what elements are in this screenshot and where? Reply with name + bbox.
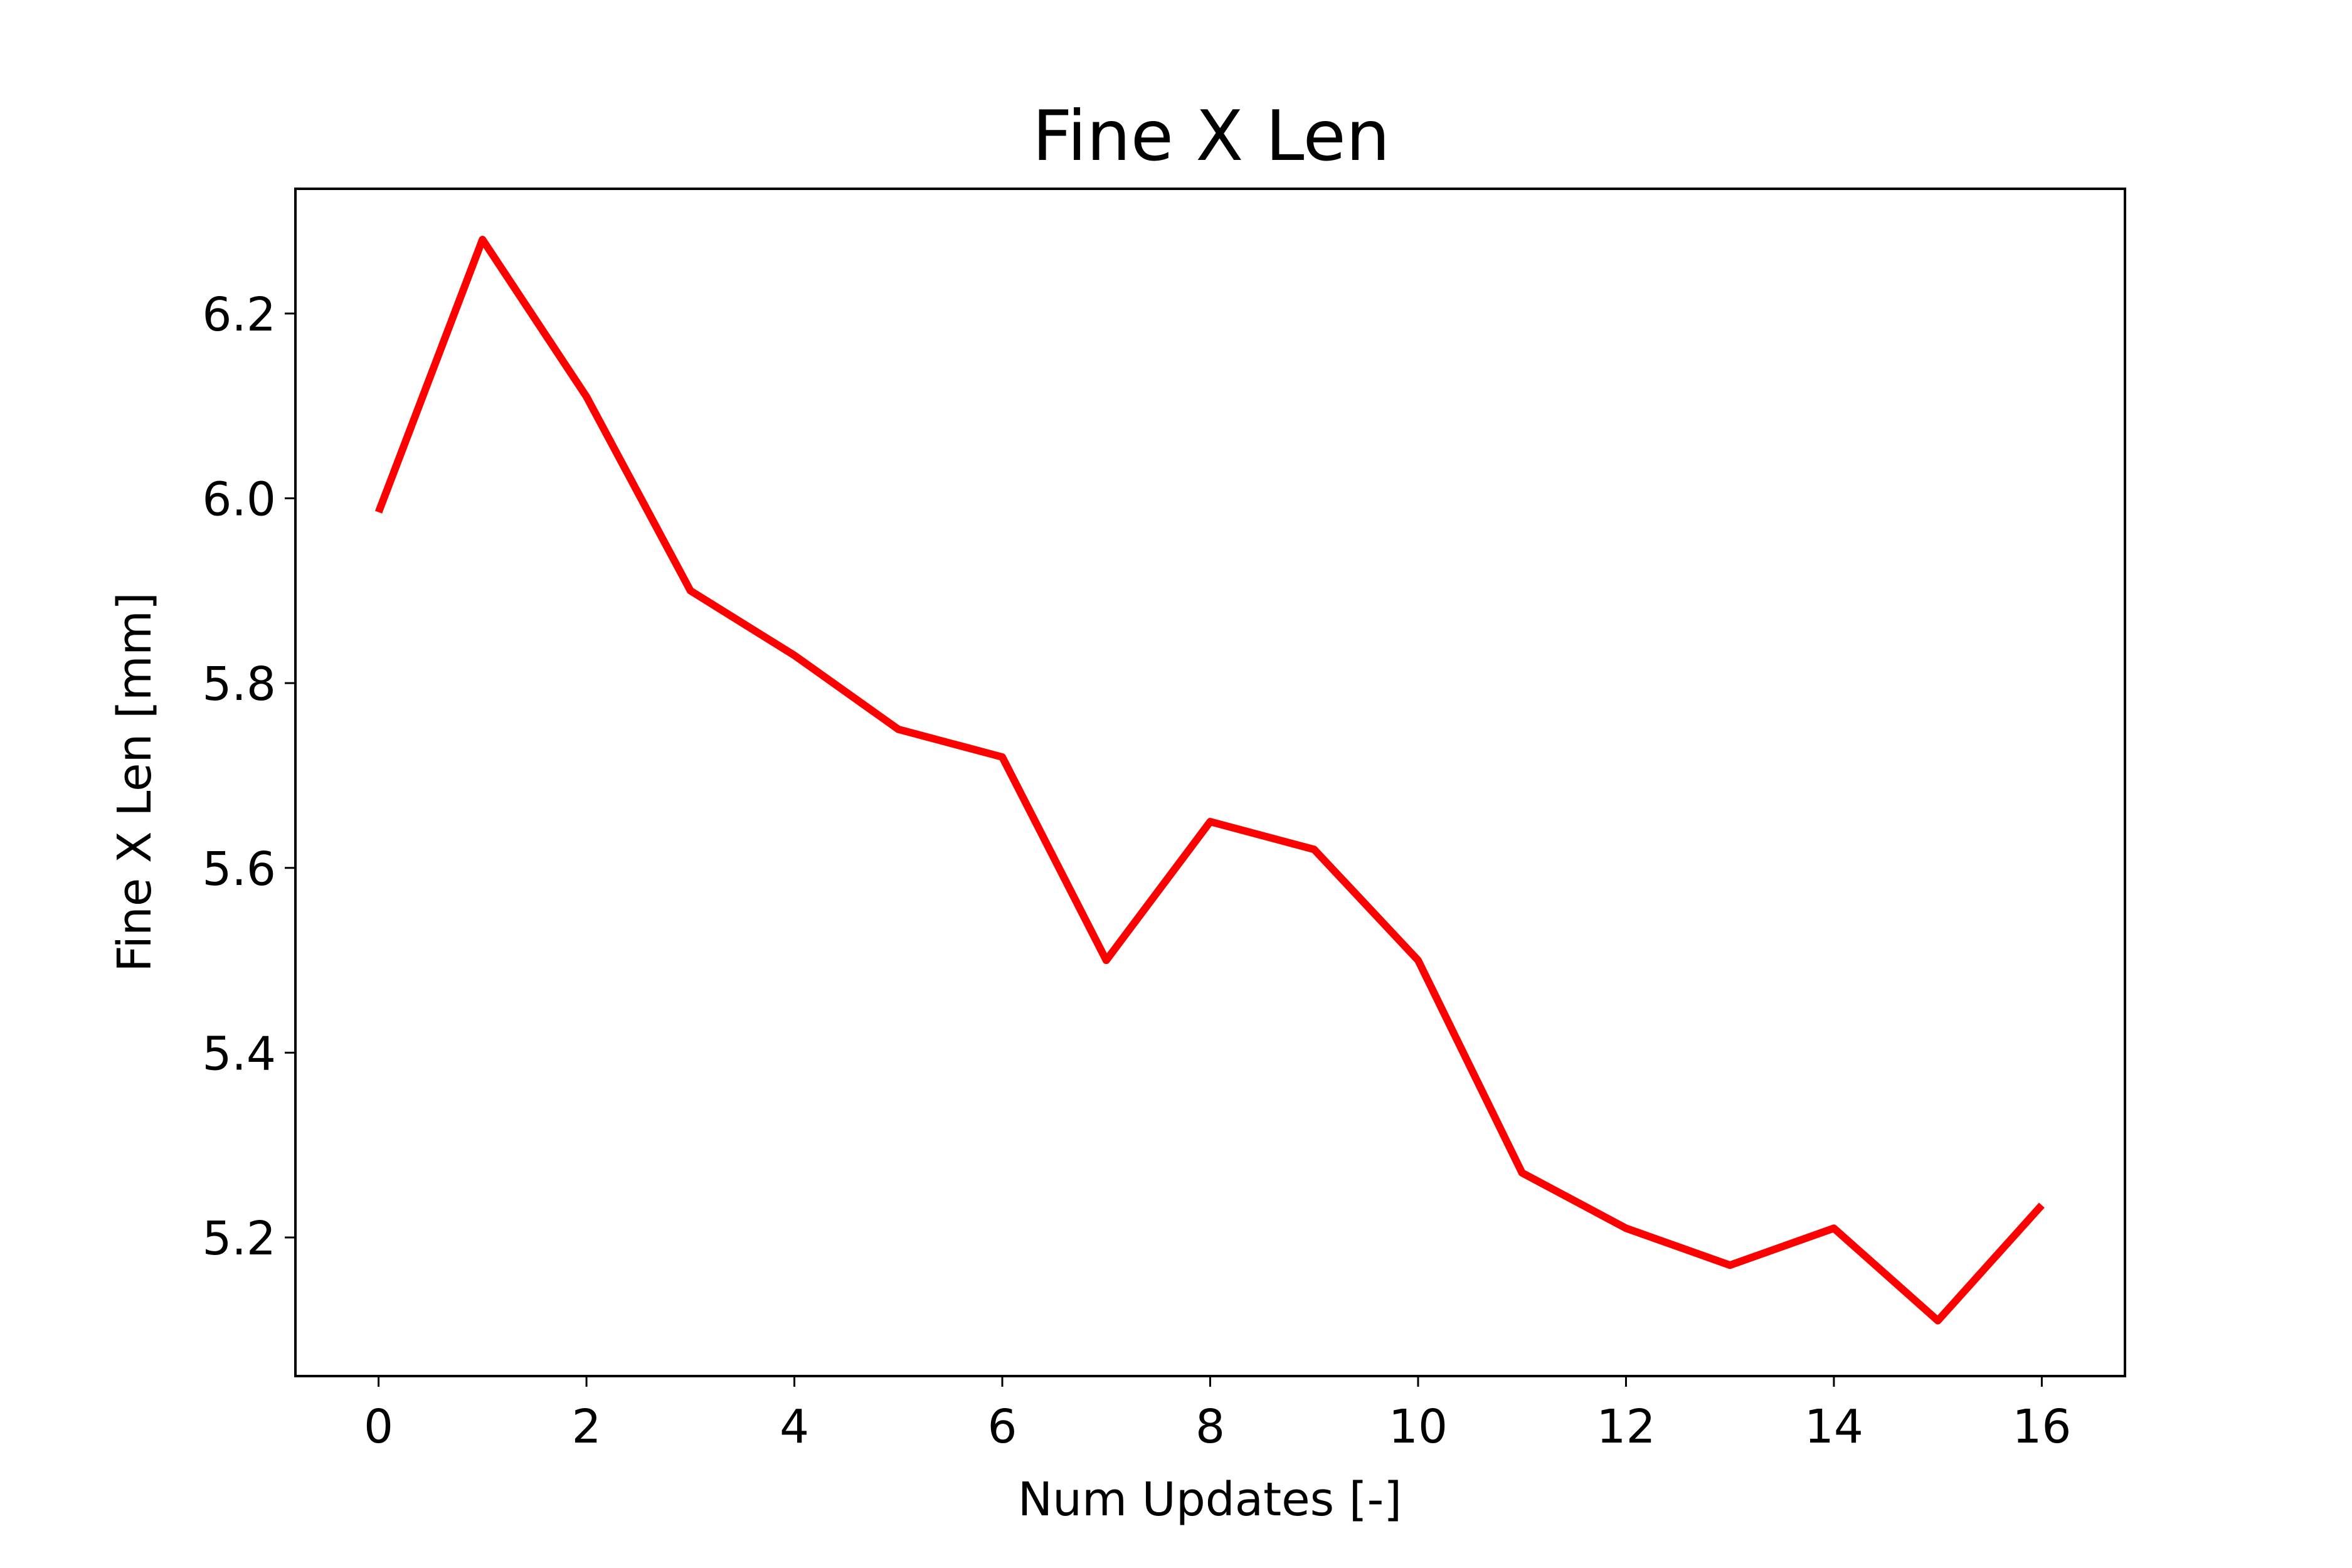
x-tick-label: 4: [780, 1400, 809, 1454]
series-layer: [374, 236, 2045, 1325]
y-axis-label: Fine X Len [mm]: [108, 592, 162, 972]
y-tick-label: 5.6: [202, 842, 276, 896]
x-tick-label: 6: [987, 1400, 1017, 1454]
y-tick-label: 5.8: [202, 657, 276, 711]
y-tick-label: 5.4: [202, 1027, 276, 1081]
x-tick-label: 16: [2012, 1400, 2071, 1454]
series-line: [374, 236, 2045, 1325]
x-tick-label: 2: [572, 1400, 601, 1454]
y-tick-label: 5.2: [202, 1212, 276, 1266]
y-axis-ticks: 5.2 5.4 5.6 5.8 6.0 6.2: [202, 288, 295, 1266]
x-tick-label: 0: [364, 1400, 393, 1454]
y-tick-label: 6.2: [202, 288, 276, 342]
x-axis-ticks: 0 2 4 6 8 10 12 14 16: [364, 1376, 2071, 1454]
x-tick-label: 8: [1195, 1400, 1225, 1454]
x-axis-label: Num Updates [-]: [1018, 1473, 1402, 1527]
axes-frame: [294, 188, 2126, 1377]
y-tick-label: 6.0: [202, 473, 276, 527]
x-tick-label: 14: [1804, 1400, 1863, 1454]
x-tick-label: 10: [1389, 1400, 1448, 1454]
chart-title: Fine X Len: [1032, 96, 1390, 177]
x-tick-label: 12: [1596, 1400, 1655, 1454]
